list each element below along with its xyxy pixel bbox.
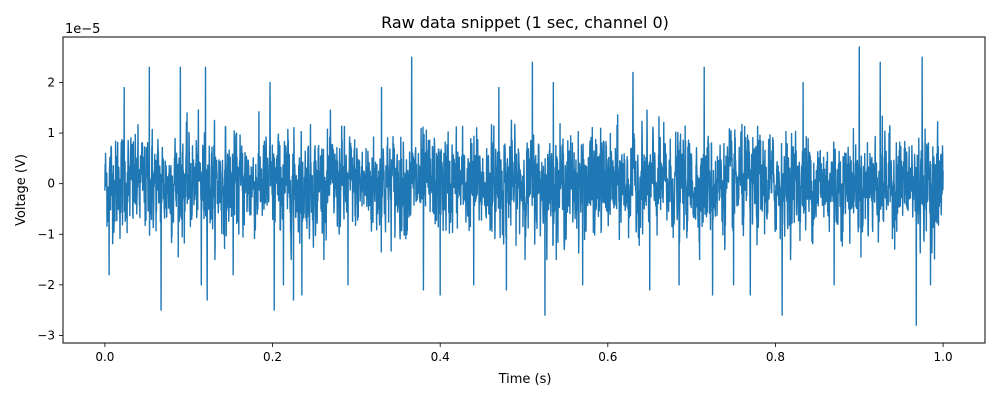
signal-line xyxy=(104,46,944,326)
signal-layer xyxy=(104,46,944,326)
y-tick-label: 1 xyxy=(47,126,55,140)
y-tick-label: −3 xyxy=(37,328,55,342)
y-tick-label: 2 xyxy=(47,76,55,90)
y-axis-label: Voltage (V) xyxy=(14,154,29,226)
x-tick-label: 0.0 xyxy=(95,350,114,364)
x-tick-label: 0.8 xyxy=(766,350,785,364)
y-tick-label: 0 xyxy=(47,177,55,191)
y-tick-label: −2 xyxy=(37,278,55,292)
x-tick-label: 0.4 xyxy=(431,350,450,364)
chart-title: Raw data snippet (1 sec, channel 0) xyxy=(381,13,669,32)
x-axis: 0.0 0.2 0.4 0.6 0.8 1.0 xyxy=(95,343,953,364)
x-tick-label: 1.0 xyxy=(934,350,953,364)
x-tick-label: 0.2 xyxy=(263,350,282,364)
x-axis-label: Time (s) xyxy=(498,372,552,387)
y-tick-label: −1 xyxy=(37,227,55,241)
y-axis: −3 −2 −1 0 1 2 xyxy=(37,76,63,342)
x-tick-label: 0.6 xyxy=(598,350,617,364)
y-axis-offset-label: 1e−5 xyxy=(65,22,100,37)
plot-frame xyxy=(62,36,986,344)
